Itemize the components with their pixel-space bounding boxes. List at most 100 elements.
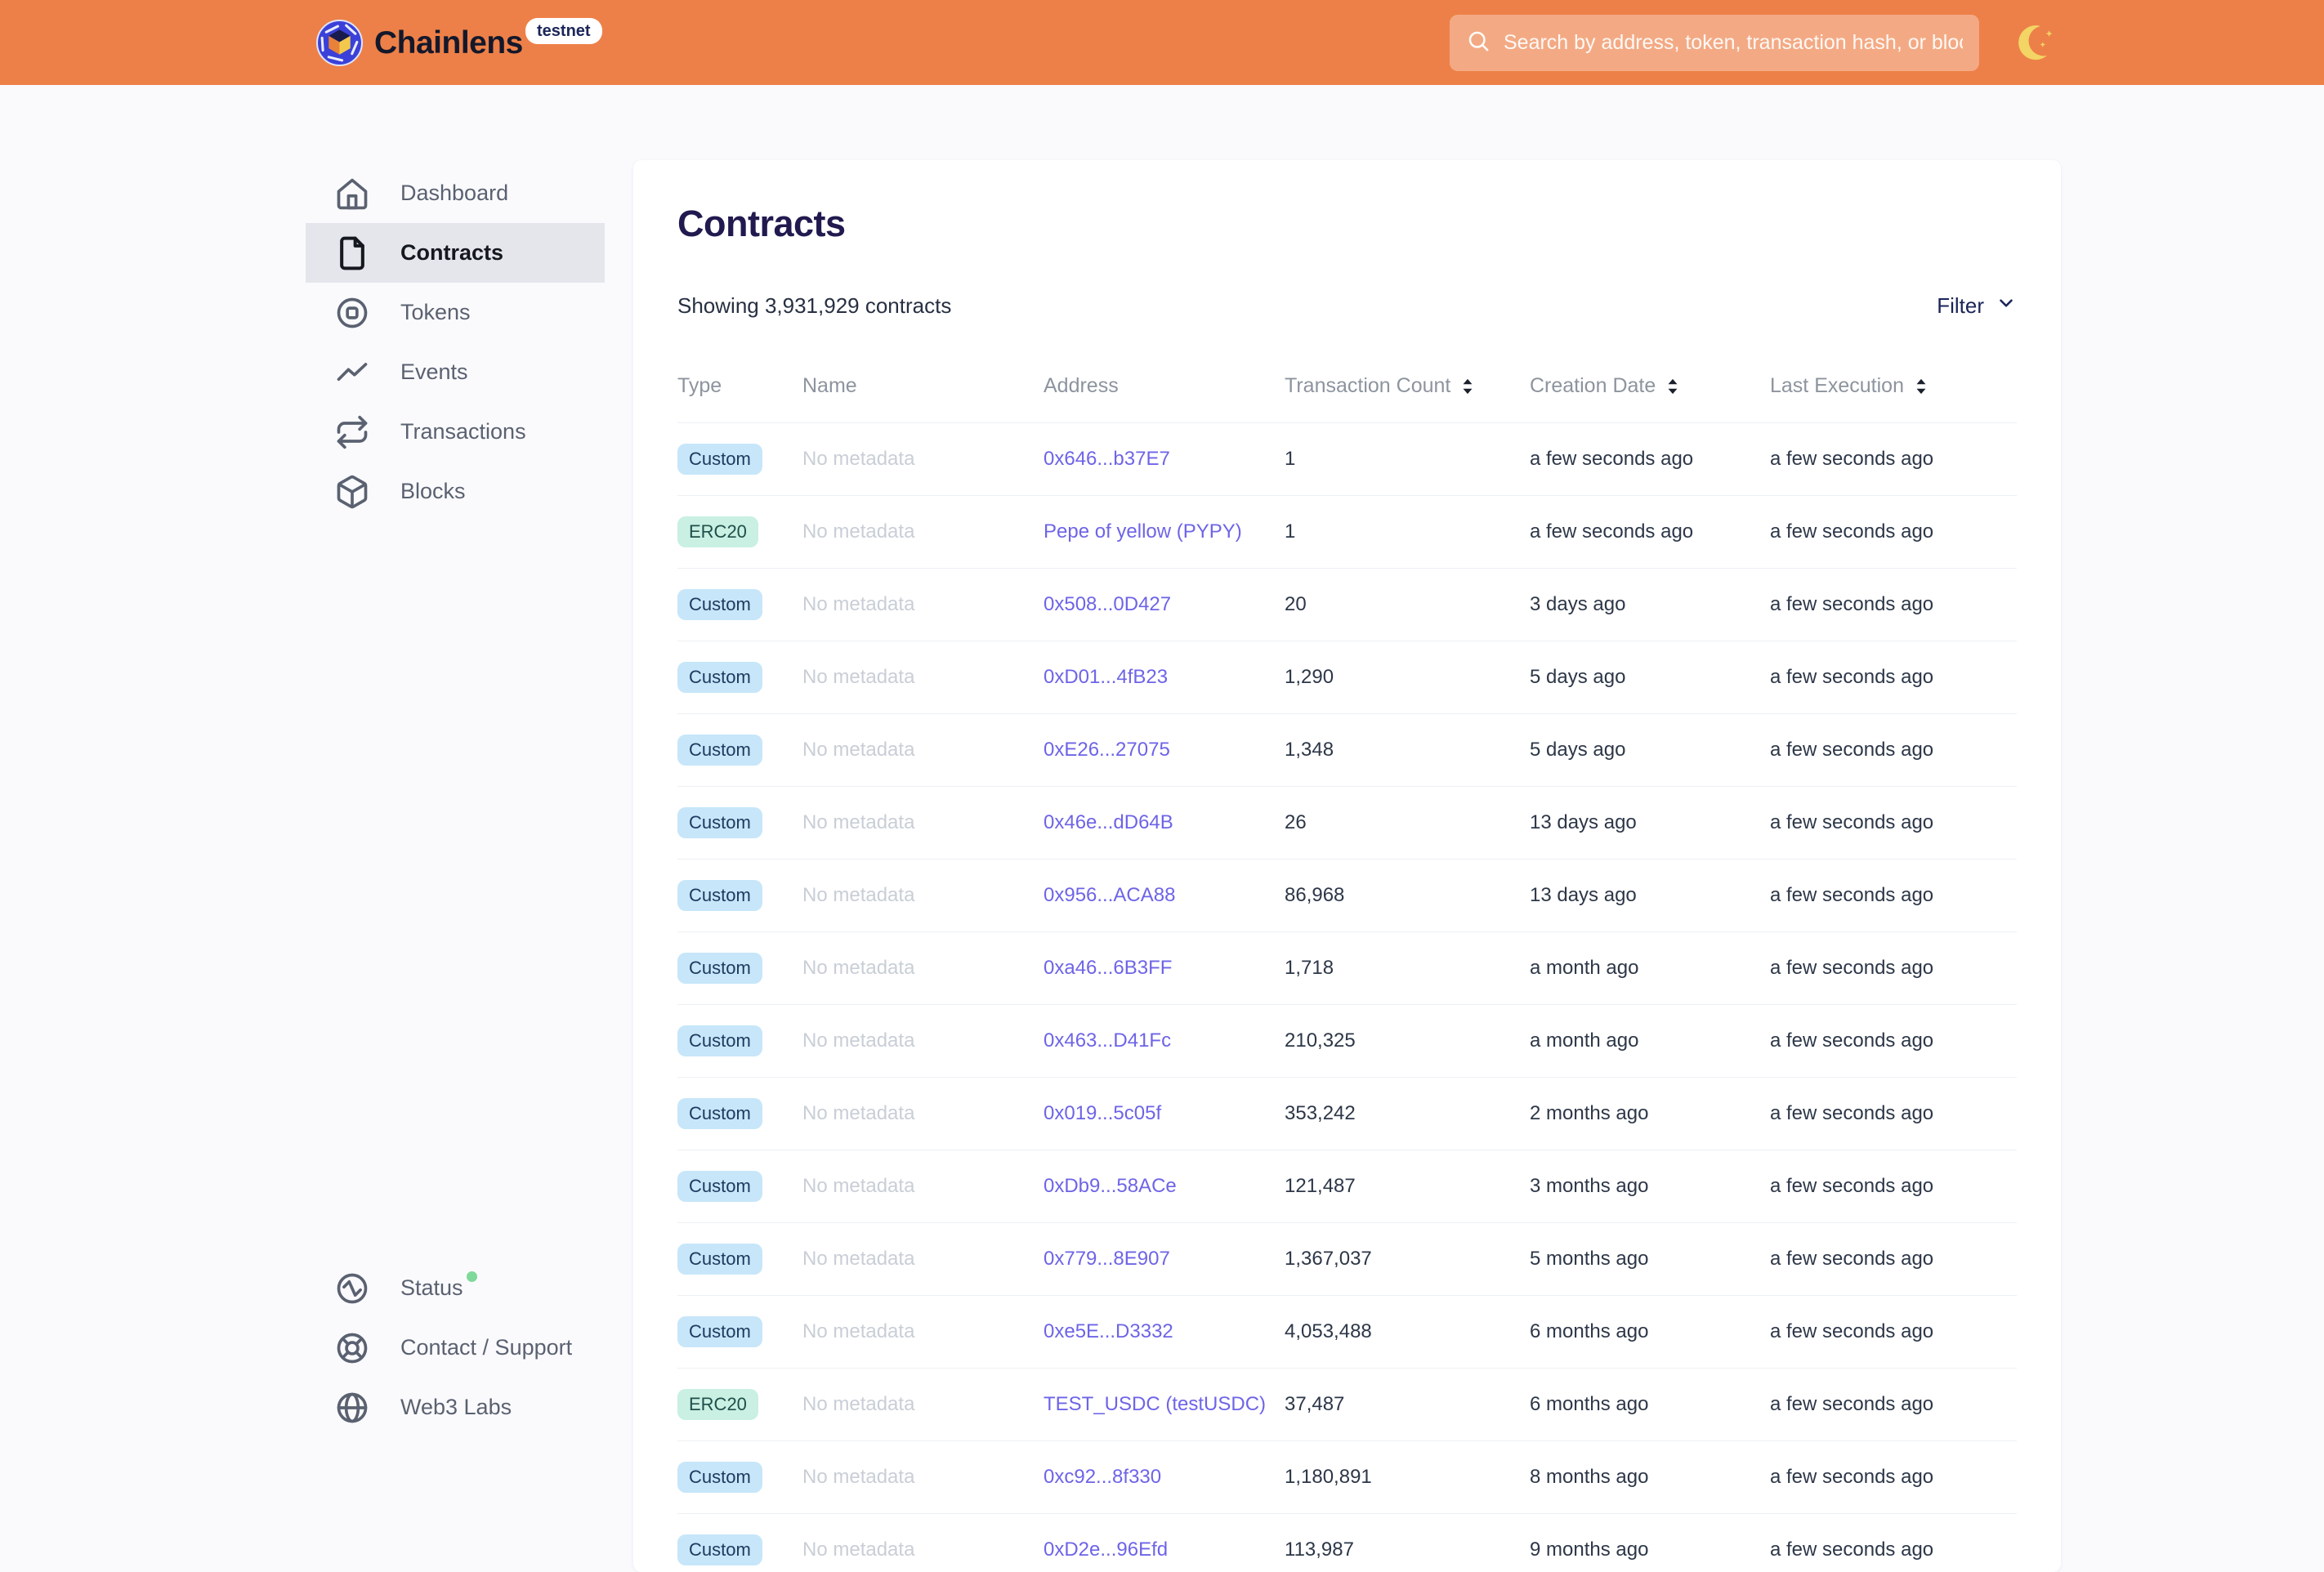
contracts-panel: Contracts Showing 3,931,929 contracts Fi… — [633, 160, 2061, 1572]
contract-type-badge: Custom — [677, 444, 762, 475]
contract-name-cell: No metadata — [802, 739, 915, 761]
sidebar-item-status[interactable]: Status — [306, 1258, 605, 1318]
contract-address-link[interactable]: 0xE26...27075 — [1044, 739, 1170, 761]
contract-address-link[interactable]: 0xDb9...58ACe — [1044, 1175, 1177, 1197]
contract-type-badge: Custom — [677, 1171, 762, 1202]
creation-date-cell: a month ago — [1530, 957, 1639, 979]
contract-address-link[interactable]: 0x508...0D427 — [1044, 593, 1172, 615]
column-header-transaction-count[interactable]: Transaction Count — [1285, 374, 1530, 398]
sidebar-nav: Dashboard Contracts Tokens Events Transa… — [306, 163, 605, 521]
last-execution-cell: a few seconds ago — [1770, 593, 1934, 615]
column-header-name: Name — [802, 374, 1044, 398]
contract-type-badge: Custom — [677, 662, 762, 693]
transaction-count-cell: 1,718 — [1285, 957, 1334, 979]
transaction-count-cell: 121,487 — [1285, 1175, 1356, 1197]
sidebar-item-events[interactable]: Events — [306, 342, 605, 402]
sort-icon — [1912, 376, 1930, 397]
contract-name-cell: No metadata — [802, 884, 915, 906]
last-execution-cell: a few seconds ago — [1770, 520, 1934, 543]
contract-address-link[interactable]: 0x46e...dD64B — [1044, 811, 1173, 833]
table-row: Custom No metadata 0x463...D41Fc 210,325… — [677, 1005, 2017, 1078]
contract-address-link[interactable]: 0xD01...4fB23 — [1044, 666, 1169, 688]
sidebar-item-web3-labs[interactable]: Web3 Labs — [306, 1378, 605, 1437]
contract-name-cell: No metadata — [802, 1393, 915, 1415]
dark-mode-toggle[interactable] — [2012, 18, 2063, 69]
column-header-address: Address — [1044, 374, 1285, 398]
transaction-count-cell: 4,053,488 — [1285, 1320, 1372, 1342]
column-header-label: Creation Date — [1530, 374, 1656, 397]
contract-type-badge: Custom — [677, 1244, 762, 1275]
network-badge: testnet — [525, 18, 602, 44]
transaction-count-cell: 20 — [1285, 593, 1307, 615]
sidebar-item-label: Events — [400, 360, 468, 384]
contract-type-badge: Custom — [677, 1025, 762, 1056]
last-execution-cell: a few seconds ago — [1770, 739, 1934, 761]
contract-address-link[interactable]: 0x646...b37E7 — [1044, 448, 1170, 470]
column-header-creation-date[interactable]: Creation Date — [1530, 374, 1770, 398]
status-dot — [466, 1271, 477, 1282]
creation-date-cell: 2 months ago — [1530, 1102, 1649, 1124]
creation-date-cell: 9 months ago — [1530, 1539, 1649, 1561]
page-title: Contracts — [677, 203, 846, 244]
creation-date-cell: 6 months ago — [1530, 1393, 1649, 1415]
contract-name-cell: No metadata — [802, 448, 915, 470]
sidebar-item-contracts[interactable]: Contracts — [306, 223, 605, 283]
table-row: Custom No metadata 0x019...5c05f 353,242… — [677, 1078, 2017, 1150]
contract-name-cell: No metadata — [802, 1248, 915, 1270]
activity-icon — [334, 355, 370, 391]
sidebar-item-label: Contracts — [400, 240, 504, 265]
table-row: Custom No metadata 0x508...0D427 20 3 da… — [677, 569, 2017, 641]
creation-date-cell: a few seconds ago — [1530, 520, 1694, 543]
search-input[interactable] — [1504, 31, 1963, 55]
contract-address-link[interactable]: 0xe5E...D3332 — [1044, 1320, 1173, 1342]
contract-address-link[interactable]: Pepe of yellow (PYPY) — [1044, 520, 1242, 543]
table-row: Custom No metadata 0x956...ACA88 86,968 … — [677, 860, 2017, 932]
transaction-count-cell: 1,290 — [1285, 666, 1334, 688]
table-row: Custom No metadata 0x779...8E907 1,367,0… — [677, 1223, 2017, 1296]
contract-address-link[interactable]: 0xD2e...96Efd — [1044, 1539, 1169, 1561]
column-header-type: Type — [677, 374, 802, 398]
transaction-count-cell: 113,987 — [1285, 1539, 1354, 1561]
sidebar-item-label: Status — [400, 1271, 477, 1301]
contract-address-link[interactable]: 0x463...D41Fc — [1044, 1029, 1172, 1052]
contract-address-link[interactable]: TEST_USDC (testUSDC) — [1044, 1393, 1267, 1415]
contract-name-cell: No metadata — [802, 520, 915, 543]
filter-button[interactable]: Filter — [1937, 293, 2017, 319]
contract-address-link[interactable]: 0x956...ACA88 — [1044, 884, 1176, 906]
table-row: Custom No metadata 0x646...b37E7 1 a few… — [677, 423, 2017, 496]
last-execution-cell: a few seconds ago — [1770, 884, 1934, 906]
contract-type-badge: Custom — [677, 1534, 762, 1565]
sidebar-item-dashboard[interactable]: Dashboard — [306, 163, 605, 223]
sidebar-item-contact-support[interactable]: Contact / Support — [306, 1318, 605, 1378]
sidebar-item-blocks[interactable]: Blocks — [306, 462, 605, 521]
contract-address-link[interactable]: 0x019...5c05f — [1044, 1102, 1162, 1124]
contract-name-cell: No metadata — [802, 811, 915, 833]
transaction-count-cell: 353,242 — [1285, 1102, 1356, 1124]
last-execution-cell: a few seconds ago — [1770, 1539, 1934, 1561]
creation-date-cell: 8 months ago — [1530, 1466, 1649, 1488]
contract-type-badge: ERC20 — [677, 516, 758, 547]
sidebar-item-label: Transactions — [400, 419, 526, 444]
sidebar-item-label: Dashboard — [400, 181, 509, 205]
sidebar-item-tokens[interactable]: Tokens — [306, 283, 605, 342]
table-row: Custom No metadata 0x46e...dD64B 26 13 d… — [677, 787, 2017, 860]
contract-address-link[interactable]: 0xa46...6B3FF — [1044, 957, 1173, 979]
table-row: Custom No metadata 0xD2e...96Efd 113,987… — [677, 1514, 2017, 1572]
transaction-count-cell: 86,968 — [1285, 884, 1345, 906]
creation-date-cell: 6 months ago — [1530, 1320, 1649, 1342]
search-box — [1450, 15, 1979, 71]
last-execution-cell: a few seconds ago — [1770, 1102, 1934, 1124]
search-icon — [1466, 29, 1490, 57]
last-execution-cell: a few seconds ago — [1770, 1466, 1934, 1488]
contract-address-link[interactable]: 0x779...8E907 — [1044, 1248, 1170, 1270]
sort-icon — [1459, 376, 1477, 397]
creation-date-cell: a month ago — [1530, 1029, 1639, 1052]
chevron-down-icon — [1996, 293, 2017, 319]
creation-date-cell: 5 days ago — [1530, 666, 1626, 688]
brand[interactable]: Chainlens — [316, 20, 523, 66]
sidebar-item-transactions[interactable]: Transactions — [306, 402, 605, 462]
creation-date-cell: a few seconds ago — [1530, 448, 1694, 470]
contract-address-link[interactable]: 0xc92...8f330 — [1044, 1466, 1162, 1488]
table-body: Custom No metadata 0x646...b37E7 1 a few… — [677, 423, 2017, 1572]
column-header-last-execution[interactable]: Last Execution — [1770, 374, 2009, 398]
